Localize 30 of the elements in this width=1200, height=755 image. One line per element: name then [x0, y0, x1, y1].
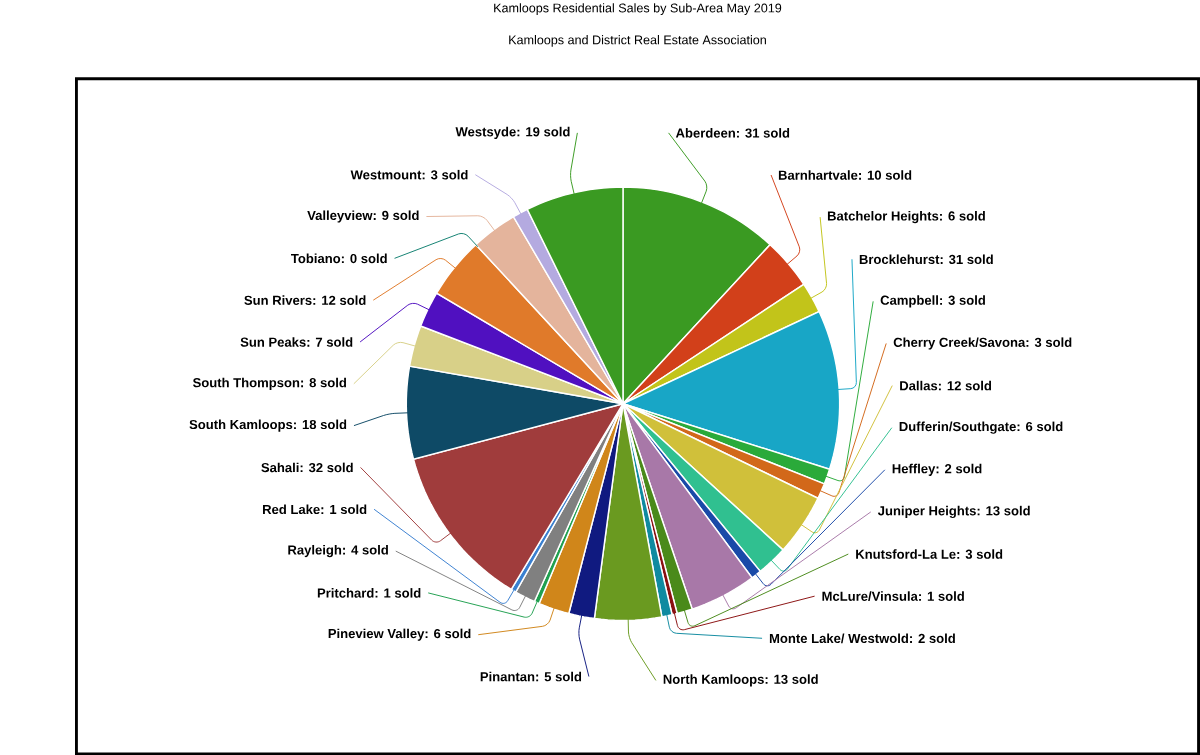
slice-label: South Thompson: 8 sold — [192, 377, 347, 390]
slice-label: North Kamloops: 13 sold — [663, 674, 818, 687]
slice-label: Sun Rivers: 12 sold — [244, 295, 366, 305]
slice-label: Barnhartvale: 10 sold — [778, 170, 912, 180]
slice-label: Pinantan: 5 sold — [480, 671, 582, 682]
slice-label: Brocklehurst: 31 sold — [859, 254, 993, 264]
chart-title: Kamloops Residential Sales by Sub-Area May 2019 — [494, 3, 782, 15]
category-label: Tobiano: 0 sold — [291, 253, 387, 263]
slice-label: Campbell: 3 sold — [880, 295, 985, 308]
slice-label: South Kamloops: 18 sold — [189, 419, 347, 432]
slice-label: Sun Peaks: 7 sold — [240, 337, 353, 347]
slice-label: Heffley: 2 sold — [892, 463, 982, 476]
slice-label: Knutsford-La Le: 3 sold — [856, 549, 1003, 559]
slice-label: Batchelor Heights: 6 sold — [827, 210, 985, 224]
slice-label: Monte Lake/ Westwold: 2 sold — [769, 633, 955, 643]
slice-label: Westsyde: 19 sold — [455, 126, 570, 139]
slice-label: Sahali: 32 sold — [261, 462, 353, 473]
slice-label: Valleyview: 9 sold — [307, 210, 419, 223]
slice-label: Dufferin/Southgate: 6 sold — [899, 421, 1063, 434]
slice-label: Rayleigh: 4 sold — [288, 544, 388, 558]
slice-label: Pritchard: 1 sold — [317, 587, 421, 598]
slice-label: Aberdeen: 31 sold — [675, 127, 790, 138]
slice-label: Cherry Creek/Savona: 3 sold — [893, 337, 1072, 350]
slice-label: Juniper Heights: 13 sold — [877, 505, 1030, 518]
slice-label: Red Lake: 1 sold — [263, 504, 367, 514]
chart-subtitle: Kamloops and District Real Estate Association — [509, 34, 766, 47]
slice-label: Dallas: 12 sold — [900, 380, 992, 391]
slice-label: Pineview Valley: 6 sold — [328, 628, 471, 641]
slice-label: McLure/Vinsula: 1 sold — [822, 591, 964, 601]
slice-label: Westmount: 3 sold — [350, 169, 468, 180]
